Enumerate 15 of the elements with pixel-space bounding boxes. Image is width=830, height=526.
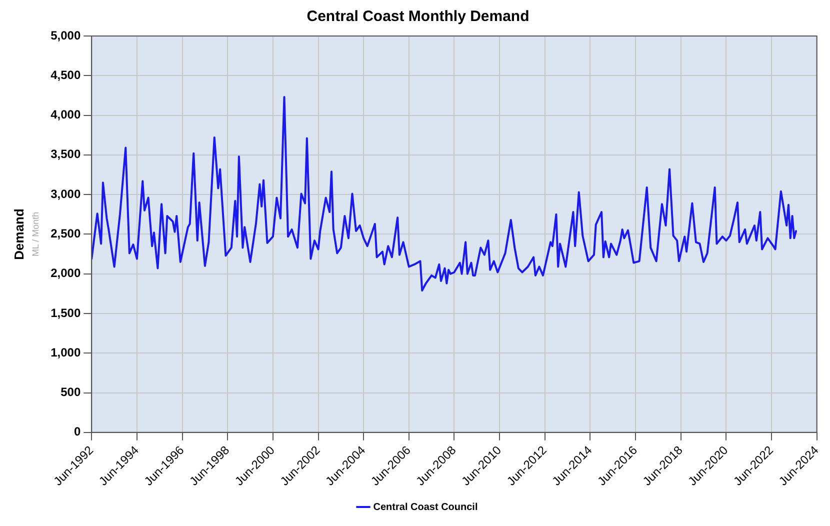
y-tick-label: 500 xyxy=(60,385,81,400)
y-tick-label: 2,500 xyxy=(50,226,81,241)
y-axis-title: Demand xyxy=(11,208,26,260)
y-tick-label: 1,000 xyxy=(50,345,81,360)
y-tick-label: 4,500 xyxy=(50,68,81,82)
y-tick-label: 0 xyxy=(74,424,81,439)
y-tick-label: 1,500 xyxy=(50,306,81,320)
y-tick-label: 2,000 xyxy=(50,266,81,280)
y-tick-label: 5,000 xyxy=(50,28,81,42)
y-tick-label: 4,000 xyxy=(50,108,81,122)
text: ML / Month xyxy=(30,212,40,257)
y-tick-label: 3,500 xyxy=(50,147,81,162)
legend-label: Central Coast Council xyxy=(373,502,478,513)
chart-title: Central Coast Monthly Demand xyxy=(306,8,530,26)
y-tick-label: 3,000 xyxy=(50,186,81,201)
